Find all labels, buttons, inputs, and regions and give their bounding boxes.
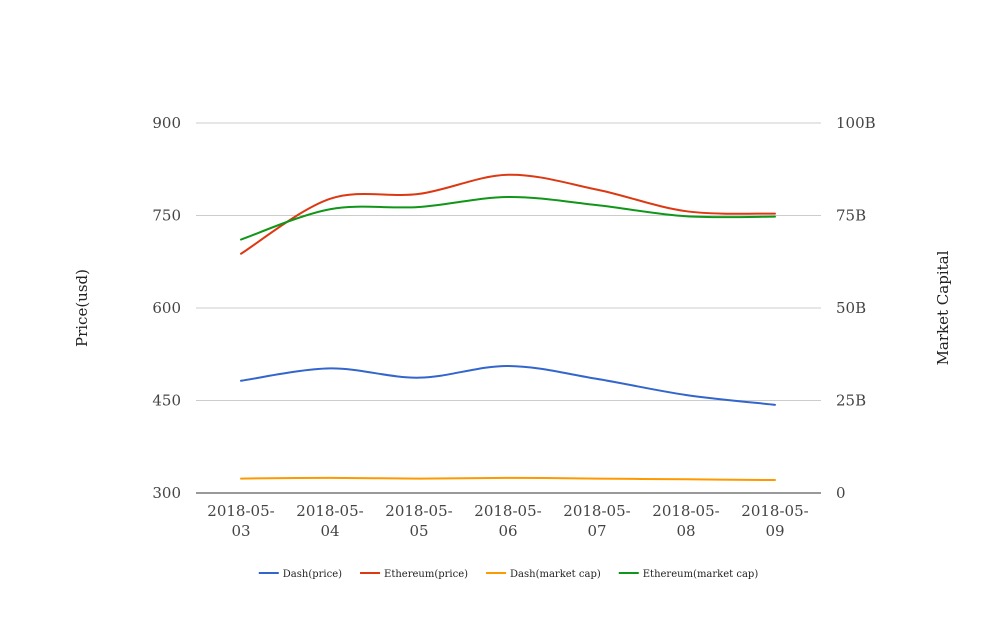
legend-item[interactable]: Dash(market cap) (486, 569, 601, 580)
y-right-tick-label: 0 (836, 484, 846, 502)
y-right-tick-label: 75B (836, 207, 866, 225)
y-left-axis-title: Price(usd) (73, 269, 91, 347)
series-line-dash-market-cap (240, 476, 776, 482)
y-right-tick-label: 25B (836, 392, 866, 410)
series-line-ethereum-market-cap (240, 195, 776, 241)
legend-label: Dash(price) (283, 569, 342, 580)
series-line-dash-price (240, 364, 776, 406)
x-tick-label: 2018-05- 05 (385, 502, 452, 540)
x-tick-label-line: 09 (765, 522, 784, 540)
x-tick-label: 2018-05- 06 (474, 502, 541, 540)
x-tick-label-line: 2018-05- (652, 502, 719, 520)
y-right-axis-title: Market Capital (934, 250, 952, 365)
legend-label: Dash(market cap) (510, 569, 601, 580)
legend-item[interactable]: Dash(price) (258, 569, 342, 580)
y-left-tick-label: 300 (152, 484, 181, 502)
legend[interactable]: Dash(price) Ethereum(price) Dash(market ca… (258, 569, 759, 580)
x-tick-label: 2018-05- 07 (563, 502, 630, 540)
legend-item[interactable]: Ethereum(price) (360, 569, 468, 580)
gridlines (196, 122, 821, 494)
x-tick-label: 2018-05- 04 (296, 502, 363, 540)
x-tick-label-line: 2018-05- (296, 502, 363, 520)
series-lines (240, 173, 776, 482)
x-tick-label-line: 05 (409, 522, 428, 540)
y-left-tick-label: 450 (152, 392, 181, 410)
x-tick-label-line: 2018-05- (207, 502, 274, 520)
y-left-tick-label: 600 (152, 299, 181, 317)
legend-label: Ethereum(market cap) (643, 569, 759, 580)
x-tick-label-line: 03 (231, 522, 250, 540)
x-tick-label-line: 08 (676, 522, 695, 540)
x-tick-label-line: 2018-05- (563, 502, 630, 520)
y-left-tick-label: 750 (152, 207, 181, 225)
axes: 300450600750900025B50B75B100B2018-05-032… (73, 114, 952, 540)
x-tick-label: 2018-05- 03 (207, 502, 274, 540)
series-line-ethereum-price (240, 173, 776, 255)
y-right-tick-label: 50B (836, 299, 866, 317)
x-tick-label-line: 07 (587, 522, 606, 540)
x-tick-label-line: 2018-05- (474, 502, 541, 520)
legend-item[interactable]: Ethereum(market cap) (618, 569, 759, 580)
legend-label: Ethereum(price) (384, 569, 468, 580)
x-tick-label-line: 04 (320, 522, 339, 540)
x-tick-label-line: 2018-05- (385, 502, 452, 520)
x-tick-label: 2018-05- 08 (652, 502, 719, 540)
x-tick-label-line: 06 (498, 522, 517, 540)
x-tick-label: 2018-05- 09 (741, 502, 808, 540)
y-left-tick-label: 900 (152, 114, 181, 132)
y-right-tick-label: 100B (836, 114, 876, 132)
x-tick-label-line: 2018-05- (741, 502, 808, 520)
